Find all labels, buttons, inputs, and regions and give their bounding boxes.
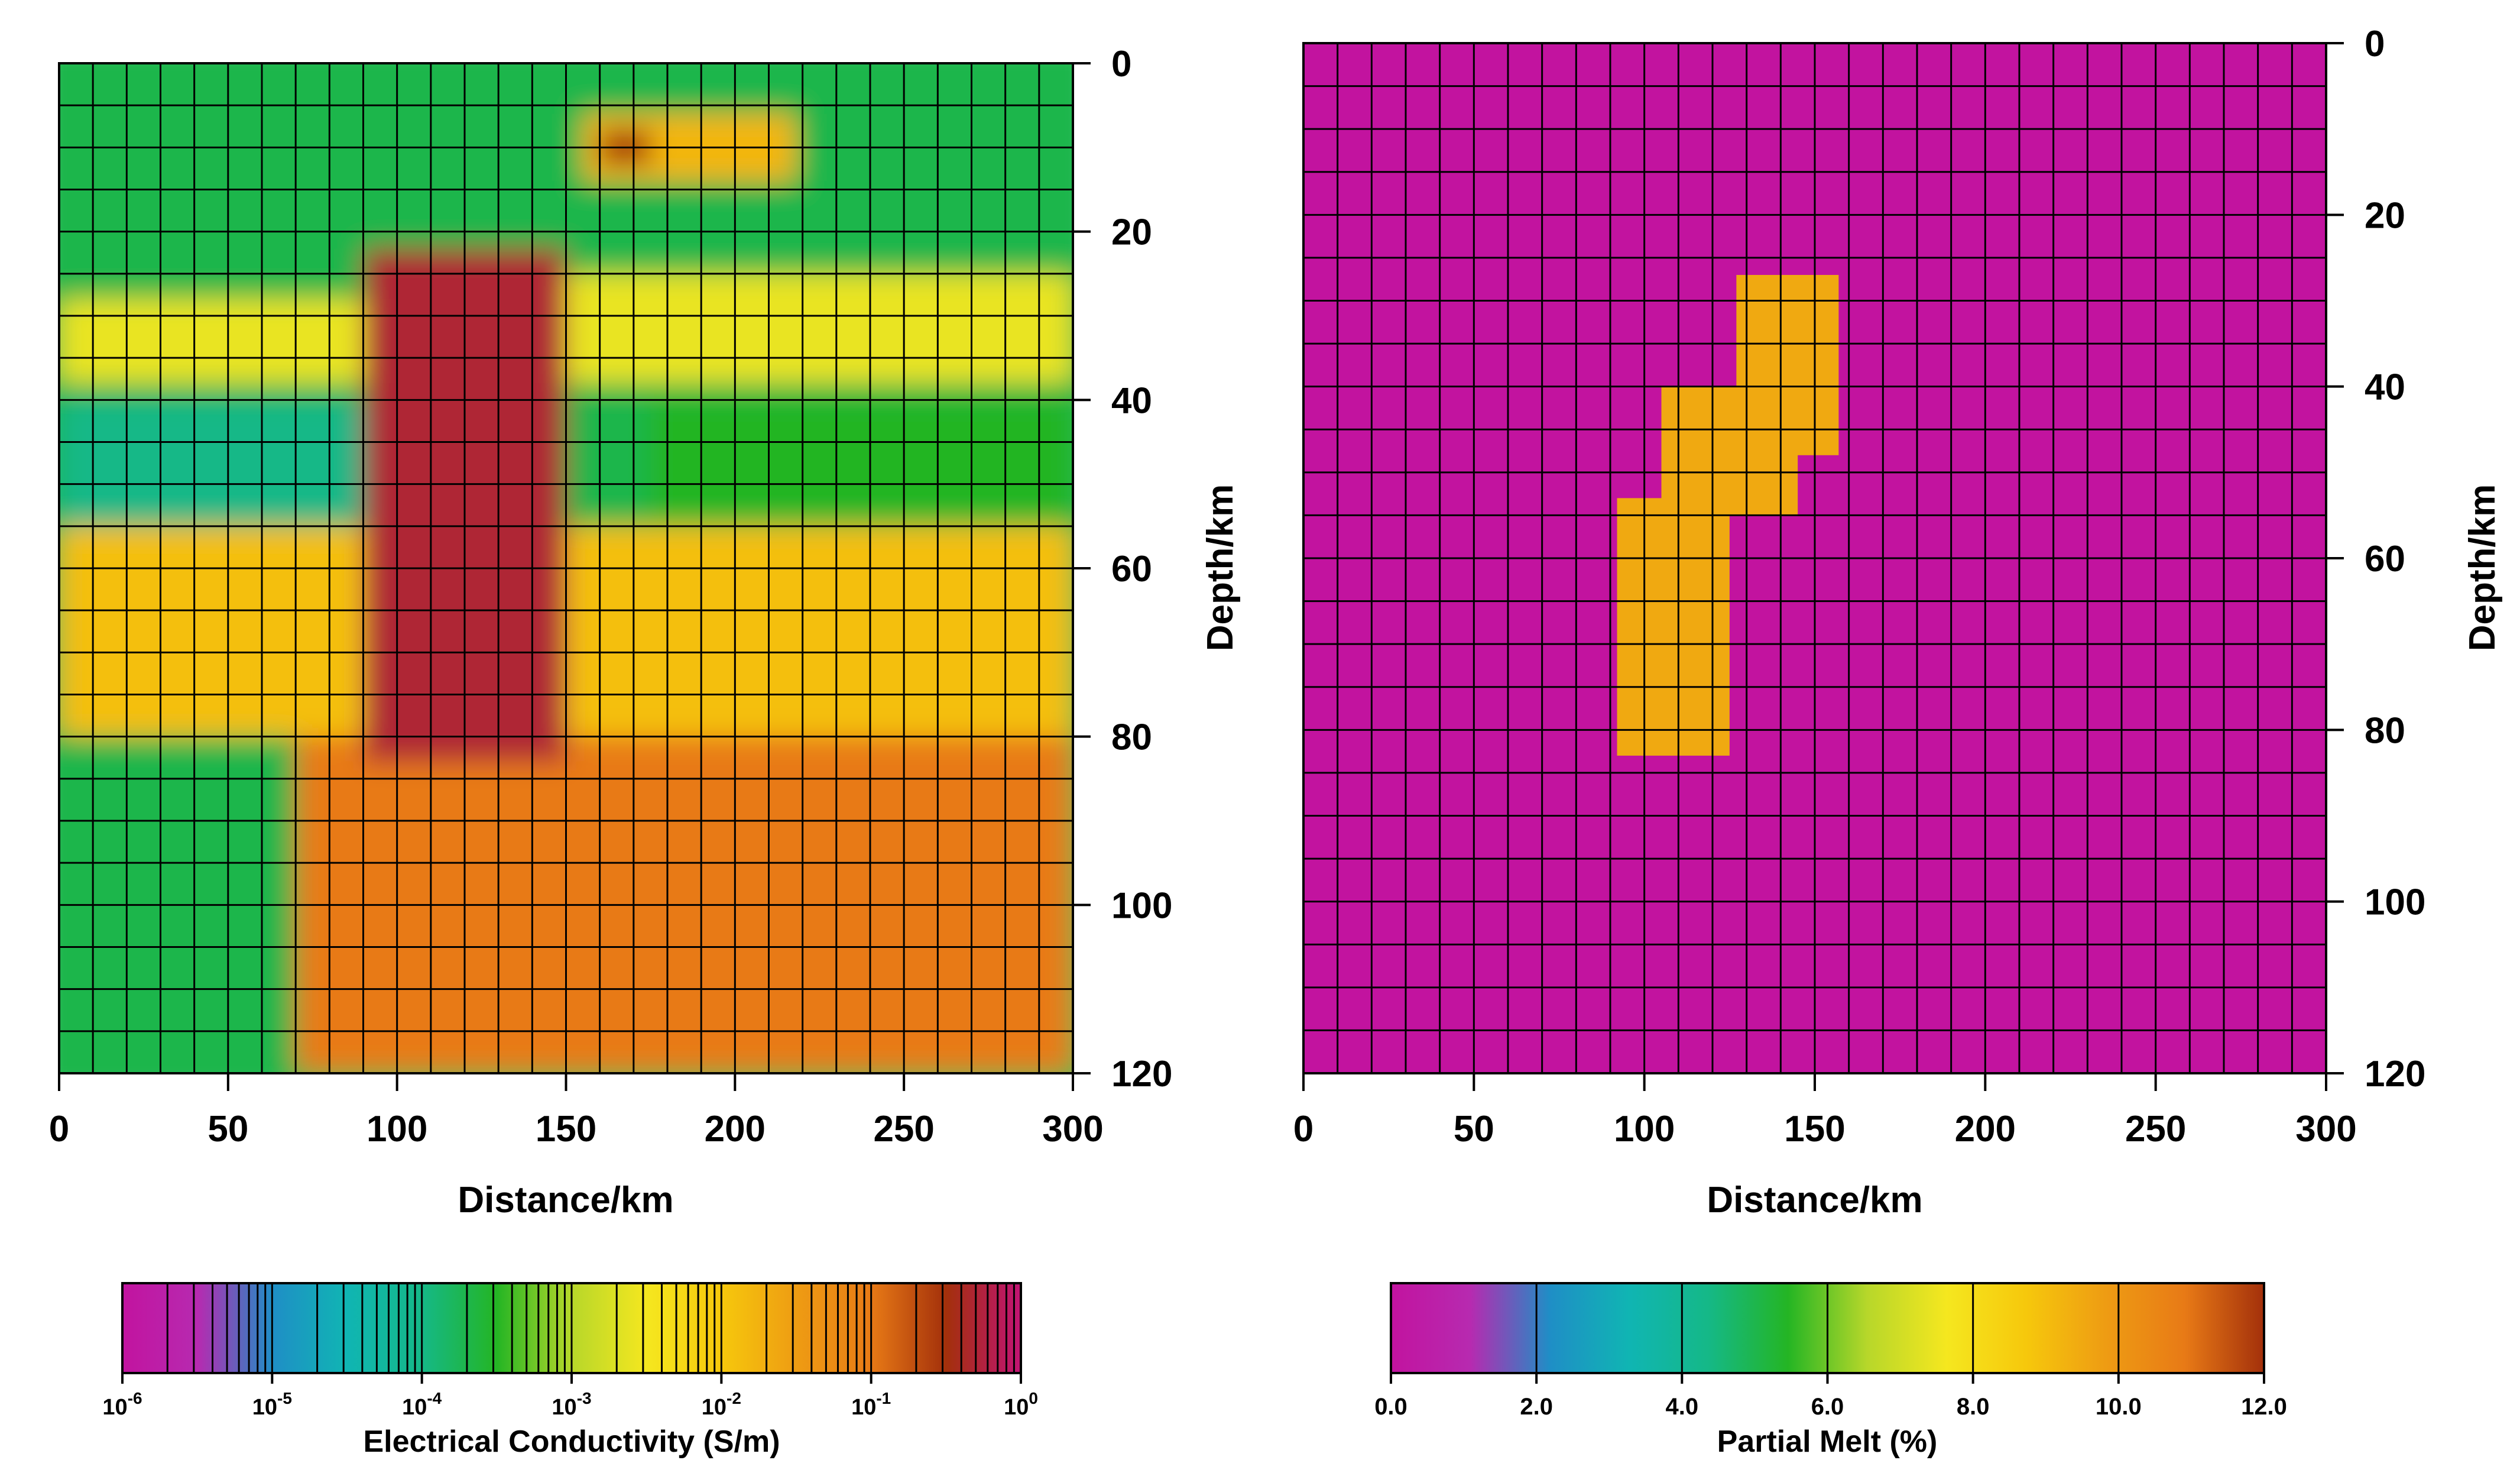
partial-melt-x-tick-label: 250	[2125, 1109, 2186, 1150]
conductivity-colorbar-tick-label: 10-2	[702, 1389, 741, 1420]
partial-melt-y-tick-label: 60	[2365, 539, 2405, 580]
conductivity-x-tick-label: 200	[705, 1109, 766, 1150]
partial-melt-colorbar-tick-label: 10.0	[2096, 1394, 2142, 1420]
partial-melt-colorbar: 0.0 2.0 4.0 6.0 8.0 10.0 12.0 Partial Melt (%)	[1374, 1282, 2287, 1459]
conductivity-region-6	[650, 400, 1073, 518]
partial-melt-x-tick-label: 0	[1293, 1109, 1313, 1150]
conductivity-y-tick-label: 20	[1111, 212, 1152, 253]
partial-melt-y-tick-label: 100	[2365, 882, 2425, 923]
conductivity-colorbar-tick-label: 10-1	[851, 1389, 891, 1420]
conductivity-x-axis: 0 50 100 150 200 250 300	[49, 1073, 1104, 1150]
conductivity-colorbar-tick-label: 10-4	[402, 1389, 442, 1420]
partial-melt-chart: 0 50 100 150 200 250 300 0 20 40 60 80 100 120 Dista…	[1293, 24, 2503, 1221]
partial-melt-colorbar-tick-label: 4.0	[1666, 1394, 1699, 1420]
conductivity-y-tick-label: 100	[1111, 885, 1172, 926]
partial-melt-y-tick-label: 120	[2365, 1054, 2425, 1095]
conductivity-region-3	[59, 299, 414, 383]
partial-melt-x-tick-label: 300	[2295, 1109, 2356, 1150]
conductivity-y-axis-label: Depth/km	[1200, 484, 1241, 651]
partial-melt-y-tick-label: 0	[2365, 24, 2385, 64]
conductivity-y-tick-label: 0	[1111, 44, 1131, 85]
conductivity-x-tick-label: 150	[536, 1109, 596, 1150]
partial-melt-region-1	[1661, 386, 1798, 516]
conductivity-colorbar-tick-label: 10-6	[102, 1389, 142, 1420]
conductivity-x-tick-label: 100	[367, 1109, 427, 1150]
conductivity-y-axis: 0 20 40 60 80 100 120	[1073, 44, 1172, 1095]
conductivity-y-tick-label: 40	[1111, 380, 1152, 421]
conductivity-colorbar-tick-label: 10-5	[252, 1389, 292, 1420]
partial-melt-colorbar-tick-label: 12.0	[2241, 1394, 2287, 1420]
conductivity-x-tick-label: 250	[873, 1109, 934, 1150]
partial-melt-colorbar-tick-label: 2.0	[1520, 1394, 1553, 1420]
partial-melt-y-tick-label: 20	[2365, 195, 2405, 236]
partial-melt-y-axis: 0 20 40 60 80 100 120	[2326, 24, 2425, 1095]
partial-melt-y-tick-label: 80	[2365, 710, 2405, 751]
conductivity-region-5	[566, 273, 1073, 383]
conductivity-colorbar-tick-label: 100	[1004, 1389, 1038, 1420]
conductivity-colorbar: 10-6 10-5 10-4 10-3 10-2 10-1 100 Electrical C…	[102, 1282, 1038, 1459]
conductivity-colorbar-label: Electrical Conductivity (S/m)	[363, 1425, 780, 1459]
conductivity-x-tick-label: 0	[49, 1109, 69, 1150]
partial-melt-region-2	[1617, 498, 1730, 756]
partial-melt-y-tick-label: 40	[2365, 367, 2405, 408]
partial-melt-x-tick-label: 50	[1454, 1109, 1494, 1150]
partial-melt-colorbar-tick-label: 8.0	[1957, 1394, 1990, 1420]
conductivity-heatmap	[59, 63, 1073, 1073]
partial-melt-y-axis-label: Depth/km	[2462, 484, 2503, 651]
conductivity-x-tick-label: 50	[207, 1109, 248, 1150]
partial-melt-x-axis-label: Distance/km	[1707, 1180, 1922, 1221]
conductivity-x-tick-label: 300	[1042, 1109, 1103, 1150]
partial-melt-colorbar-label: Partial Melt (%)	[1717, 1425, 1938, 1459]
partial-melt-x-tick-label: 150	[1784, 1109, 1845, 1150]
partial-melt-heatmap	[1303, 43, 2326, 1073]
partial-melt-x-tick-label: 100	[1614, 1109, 1675, 1150]
conductivity-colorbar-tick-label: 10-3	[552, 1389, 591, 1420]
conductivity-x-axis-label: Distance/km	[458, 1180, 673, 1221]
conductivity-y-tick-label: 80	[1111, 717, 1152, 758]
partial-melt-colorbar-tick-label: 6.0	[1811, 1394, 1844, 1420]
partial-melt-x-tick-label: 200	[1955, 1109, 2016, 1150]
conductivity-y-tick-label: 120	[1111, 1054, 1172, 1095]
conductivity-chart: 0 50 100 150 200 250 300 0 20 40 60 80 100 120 Dista…	[49, 44, 1241, 1221]
conductivity-y-tick-label: 60	[1111, 549, 1152, 590]
partial-melt-colorbar-tick-label: 0.0	[1374, 1394, 1407, 1420]
partial-melt-x-axis: 0 50 100 150 200 250 300	[1293, 1073, 2357, 1150]
